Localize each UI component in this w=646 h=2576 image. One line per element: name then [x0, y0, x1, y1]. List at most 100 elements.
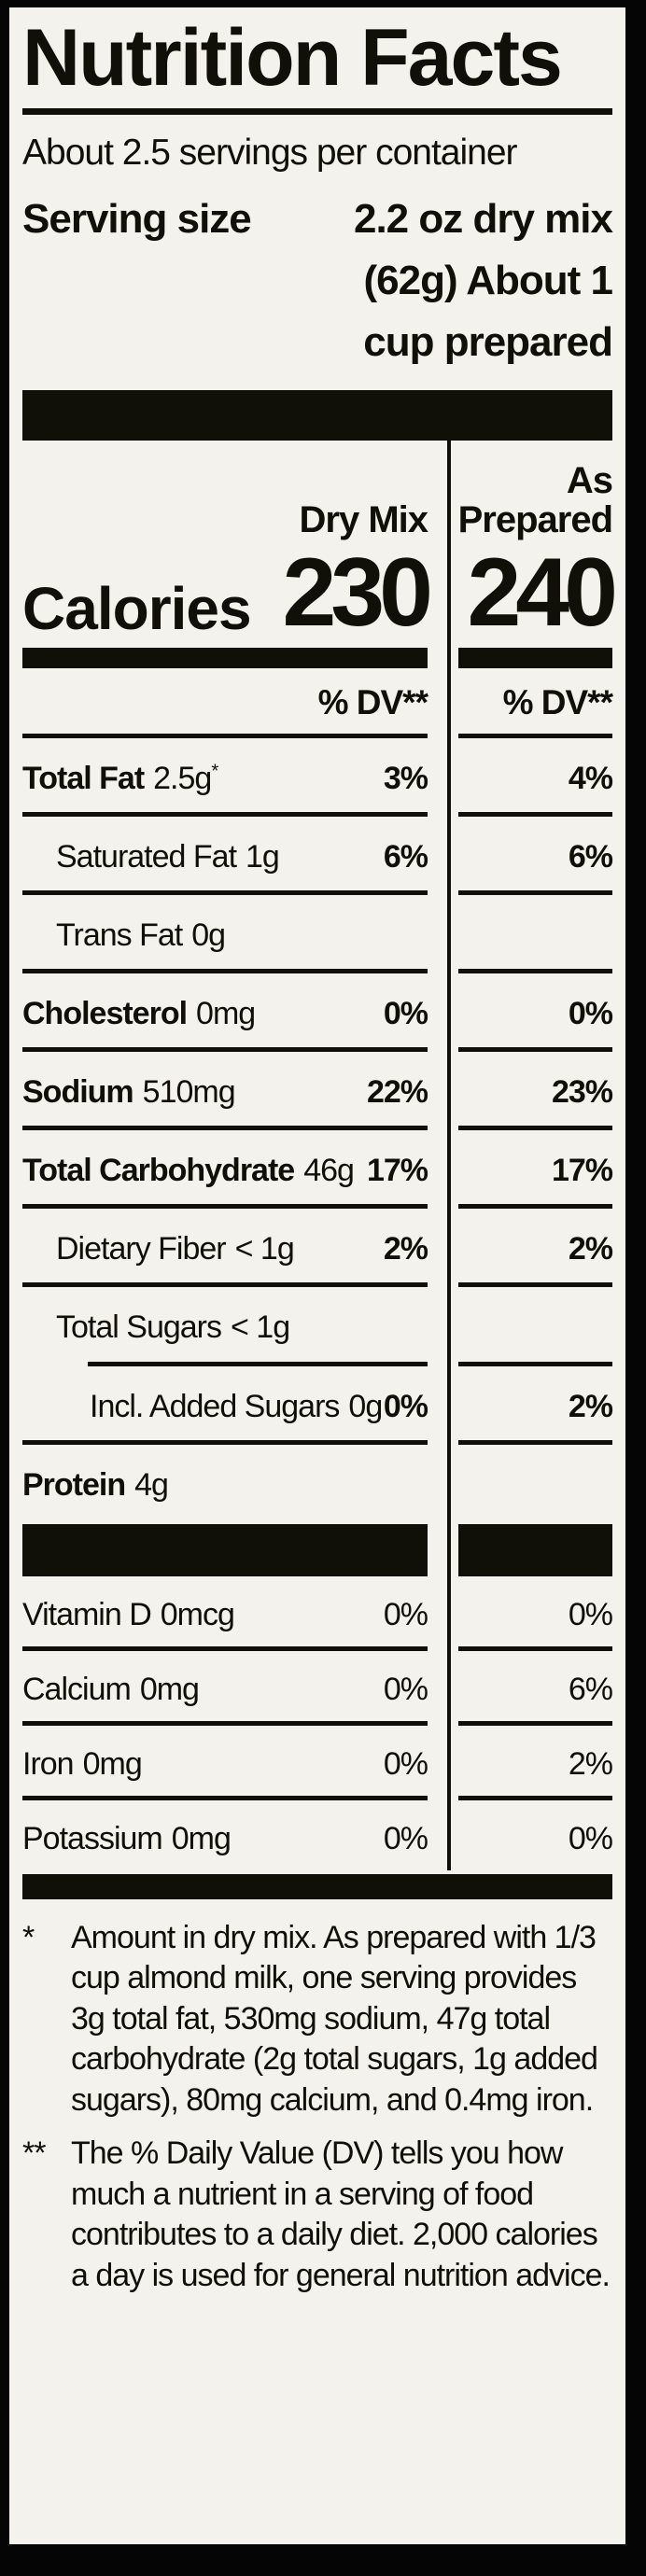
vitamin-name: Calcium [22, 1671, 132, 1707]
nutrient-row-sodium: Sodium 510mg 22% 23% [22, 1074, 613, 1111]
prepared-dv: 4% [568, 760, 613, 796]
footnote-marker: ** [22, 2135, 46, 2172]
nutrient-row-total-fat: Total Fat 2.5g* 3% 4% [22, 760, 613, 796]
nutrient-name: Sodium [22, 1074, 134, 1111]
section-bar-middle [22, 1523, 612, 1576]
dry-dv: 0% [383, 1671, 428, 1707]
vitamin-row-iron: Iron 0mg 0% 2% [22, 1745, 613, 1782]
dry-dv: 6% [383, 838, 428, 875]
nutrient-row-protein: Protein 4g [22, 1466, 169, 1503]
footnote-dry-mix: * Amount in dry mix. As prepared with 1/… [22, 1918, 612, 2121]
calories-dry-value: 230 [282, 539, 433, 648]
calories-prepared-value: 240 [467, 539, 618, 648]
vitamin-name: Potassium [22, 1820, 163, 1856]
nutrient-name: Protein [22, 1466, 126, 1503]
rule [22, 1047, 612, 1053]
dry-dv: 0% [383, 996, 428, 1032]
nutrient-row-total-carbohydrate: Total Carbohydrate 46g 17% 17% [22, 1153, 613, 1189]
nutrient-row-trans-fat: Trans Fat 0g [56, 917, 226, 953]
rule [22, 1204, 612, 1210]
prepared-dv: 23% [551, 1074, 613, 1111]
column-header-row: Dry Mix As Prepared [22, 441, 614, 541]
rule [22, 1126, 612, 1131]
footnote-text: The % Daily Value (DV) tells you how muc… [71, 2135, 611, 2293]
dry-dv: 2% [383, 1231, 428, 1267]
prepared-dv: 0% [568, 1820, 613, 1856]
prepared-dv: 0% [568, 1596, 613, 1632]
section-bar-middle-right [458, 1523, 612, 1576]
dry-dv: 0% [383, 1388, 428, 1424]
serving-size-row: Serving size 2.2 oz dry mix (62g) About … [22, 189, 613, 373]
footnote-daily-value: ** The % Daily Value (DV) tells you how … [22, 2134, 612, 2296]
rule [22, 1795, 612, 1800]
prepared-dv: 17% [551, 1153, 613, 1189]
serving-size-line2: (62g) About 1 [363, 258, 613, 304]
vitamin-row-calcium: Calcium 0mg 0% 6% [22, 1671, 613, 1707]
prepared-dv: 6% [568, 1671, 613, 1707]
rule [22, 1645, 612, 1651]
prepared-dv: 2% [568, 1388, 613, 1424]
nutrition-table: Dry Mix As Prepared Calories 230 240 [22, 441, 618, 1870]
dry-dv: 0% [383, 1596, 428, 1632]
column-header-as-prepared: As Prepared [457, 460, 613, 541]
calories-row: Calories 230 240 [22, 539, 618, 648]
vitamin-name: Vitamin D [22, 1596, 152, 1632]
rule [22, 969, 612, 974]
dv-header-prepared: % DV** [502, 682, 613, 721]
column-header-dry-mix: Dry Mix [299, 499, 428, 541]
serving-size-line1: 2.2 oz dry mix [353, 196, 613, 243]
rule [22, 811, 612, 817]
dv-header-row: % DV** % DV** [22, 668, 613, 734]
footnote-text: Amount in dry mix. As prepared with 1/3 … [71, 1919, 598, 2118]
rule [22, 889, 612, 895]
rule [22, 1282, 612, 1288]
serving-size-line3: cup prepared [363, 319, 613, 366]
nutrition-facts-panel: Nutrition Facts About 2.5 servings per c… [9, 7, 625, 2544]
nutrient-name: Cholesterol [22, 996, 188, 1032]
nutrient-name: Total Carbohydrate [22, 1153, 295, 1189]
nutrient-name: Saturated Fat [56, 838, 237, 875]
prepared-dv: 6% [568, 838, 613, 875]
nutrient-name: Total Fat [22, 760, 145, 796]
nutrient-name: Dietary Fiber [56, 1231, 227, 1267]
dv-header-dry: % DV** [317, 682, 428, 721]
nutrient-row-cholesterol: Cholesterol 0mg 0% 0% [22, 996, 613, 1032]
vitamin-row-vitamin-d: Vitamin D 0mcg 0% 0% [22, 1596, 613, 1632]
section-bar-top [22, 390, 612, 441]
vitamin-name: Iron [22, 1745, 75, 1782]
dry-dv: 0% [383, 1745, 428, 1782]
nutrient-name: Incl. Added Sugars [90, 1388, 340, 1424]
dry-dv: 3% [383, 760, 428, 796]
rule [22, 1720, 612, 1726]
serving-size-value: 2.2 oz dry mix (62g) About 1 cup prepare… [353, 189, 613, 373]
nutrient-name: Trans Fat [56, 917, 183, 953]
dry-dv: 0% [383, 1820, 428, 1856]
serving-size-label: Serving size [22, 196, 252, 243]
column-divider [447, 441, 451, 1870]
title-rule [22, 108, 612, 116]
calories-underline-right [458, 647, 612, 668]
dry-dv: 17% [366, 1153, 428, 1189]
calories-label: Calories [22, 574, 252, 642]
rule [22, 733, 612, 738]
section-bar-bottom [22, 1873, 612, 1899]
servings-per-container: About 2.5 servings per container [22, 133, 518, 174]
nutrient-row-added-sugars: Incl. Added Sugars 0g 0% 2% [90, 1388, 613, 1424]
prepared-dv: 2% [568, 1745, 613, 1782]
dry-dv: 22% [366, 1074, 428, 1111]
prepared-dv: 0% [568, 996, 613, 1032]
rule-indented [22, 1361, 612, 1366]
footnotes: * Amount in dry mix. As prepared with 1/… [22, 1899, 612, 2297]
panel-title: Nutrition Facts [22, 13, 563, 103]
nutrient-row-dietary-fiber: Dietary Fiber < 1g 2% 2% [56, 1231, 613, 1267]
section-bar-middle-left [22, 1523, 428, 1576]
vitamin-row-potassium: Potassium 0mg 0% 0% [22, 1820, 613, 1856]
calories-underline-row [22, 647, 612, 668]
nutrient-name: Total Sugars [56, 1309, 222, 1346]
rule [22, 1439, 612, 1445]
nutrient-row-saturated-fat: Saturated Fat 1g 6% 6% [56, 838, 613, 875]
footnote-marker: * [22, 1919, 35, 1955]
prepared-dv: 2% [568, 1231, 613, 1267]
nutrient-row-total-sugars: Total Sugars < 1g [56, 1309, 290, 1346]
